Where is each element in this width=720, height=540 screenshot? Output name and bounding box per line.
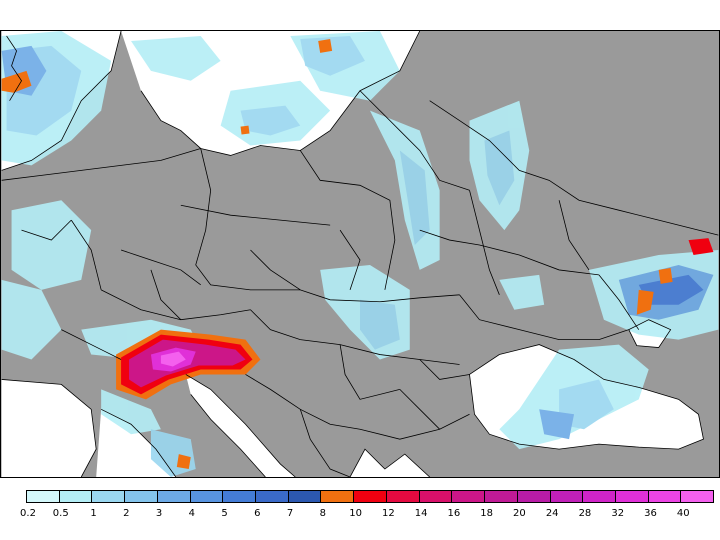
precipitation-legend-labels: 0.2 0.5 1 2 3 4 5 6 7 8 10 12 14 16 18 20 24 28 32 36 40 bbox=[0, 508, 720, 522]
legend-tick-label: 8 bbox=[319, 508, 327, 519]
legend-swatch bbox=[485, 491, 518, 502]
legend-tick-label: 6 bbox=[254, 508, 261, 519]
legend-swatch bbox=[452, 491, 486, 502]
legend-swatch bbox=[681, 491, 714, 502]
legend-tick-label: 0.2 bbox=[20, 508, 36, 519]
legend-swatch bbox=[550, 491, 584, 502]
legend-swatch bbox=[583, 491, 616, 502]
legend-tick-label: 4 bbox=[188, 508, 195, 519]
precip-heavy-alps bbox=[116, 329, 261, 470]
legend-tick-label: 12 bbox=[382, 508, 395, 519]
precip-cells bbox=[1, 38, 714, 315]
legend-swatch bbox=[59, 491, 93, 502]
legend-swatch bbox=[419, 491, 453, 502]
legend-swatch bbox=[92, 491, 126, 502]
legend-swatch bbox=[27, 491, 60, 502]
legend-tick-label: 20 bbox=[513, 508, 526, 519]
legend-tick-label: 3 bbox=[155, 508, 163, 519]
map-canvas bbox=[1, 31, 719, 477]
legend-tick-label: 32 bbox=[611, 508, 625, 519]
legend-tick-label: 28 bbox=[578, 508, 592, 519]
legend-tick-label: 24 bbox=[545, 508, 559, 519]
adriatic-sea bbox=[185, 374, 296, 477]
country-borders bbox=[1, 90, 719, 477]
legend-tick-label: 0.5 bbox=[52, 508, 69, 519]
coastlines bbox=[1, 31, 704, 477]
legend-tick-label: 10 bbox=[349, 508, 362, 519]
mediterranean-sea bbox=[1, 379, 97, 477]
legend-tick-label: 7 bbox=[286, 508, 294, 519]
legend-tick-label: 18 bbox=[480, 508, 494, 519]
legend-swatch bbox=[223, 491, 257, 502]
legend-swatch bbox=[190, 491, 224, 502]
legend-swatch bbox=[157, 491, 191, 502]
legend-tick-label: 14 bbox=[414, 508, 428, 519]
legend-tick-label: 1 bbox=[90, 508, 97, 519]
precipitation-legend-bar bbox=[26, 490, 714, 503]
legend-swatch bbox=[517, 491, 551, 502]
legend-tick-label: 40 bbox=[676, 508, 690, 519]
legend-tick-label: 2 bbox=[123, 508, 130, 519]
legend-tick-label: 16 bbox=[447, 508, 461, 519]
legend-swatch bbox=[648, 491, 682, 502]
precip-light bbox=[1, 31, 719, 477]
precipitation-map bbox=[0, 30, 720, 478]
legend-swatch bbox=[288, 491, 322, 502]
legend-swatch bbox=[386, 491, 420, 502]
aegean-sea bbox=[350, 449, 430, 477]
legend-swatch bbox=[615, 491, 649, 502]
legend-swatch bbox=[321, 491, 355, 502]
legend-swatch bbox=[354, 491, 387, 502]
legend-swatch bbox=[256, 491, 289, 502]
legend-tick-label: 36 bbox=[644, 508, 657, 519]
legend-swatch bbox=[125, 491, 158, 502]
legend-tick-label: 5 bbox=[221, 508, 228, 519]
